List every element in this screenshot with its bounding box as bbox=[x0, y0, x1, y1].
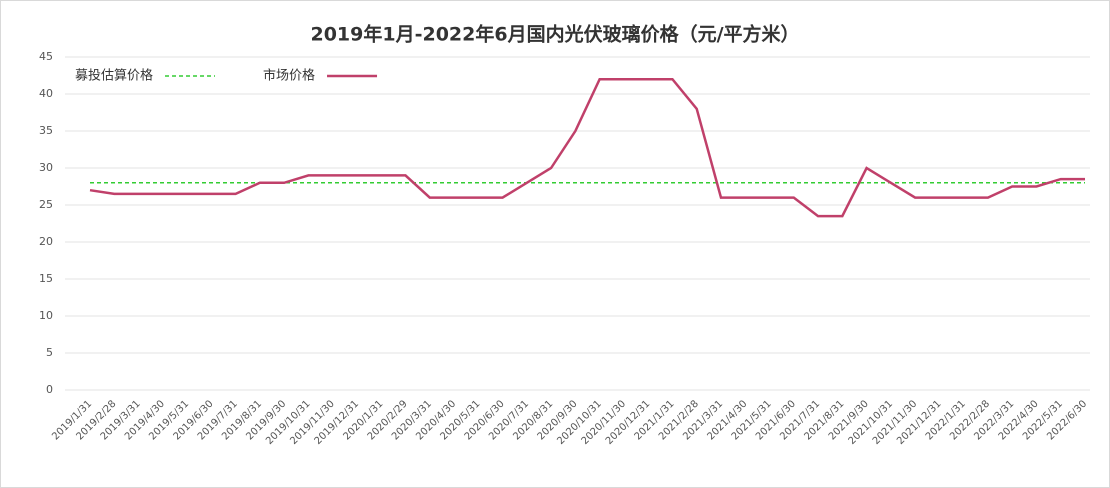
y-tick-label: 0 bbox=[46, 383, 53, 396]
y-tick-label: 20 bbox=[39, 235, 53, 248]
y-tick-label: 15 bbox=[39, 272, 53, 285]
y-tick-label: 30 bbox=[39, 161, 53, 174]
y-tick-label: 25 bbox=[39, 198, 53, 211]
legend-label: 市场价格 bbox=[263, 68, 315, 84]
y-tick-label: 45 bbox=[39, 50, 53, 63]
legend-label: 募投估算价格 bbox=[75, 68, 153, 84]
series-line bbox=[89, 77, 1085, 218]
chart-title: 2019年1月-2022年6月国内光伏玻璃价格（元/平方米） bbox=[310, 23, 799, 46]
y-tick-label: 40 bbox=[39, 87, 53, 100]
y-tick-label: 10 bbox=[39, 309, 53, 322]
y-tick-label: 35 bbox=[39, 124, 53, 137]
y-tick-label: 5 bbox=[46, 346, 53, 359]
